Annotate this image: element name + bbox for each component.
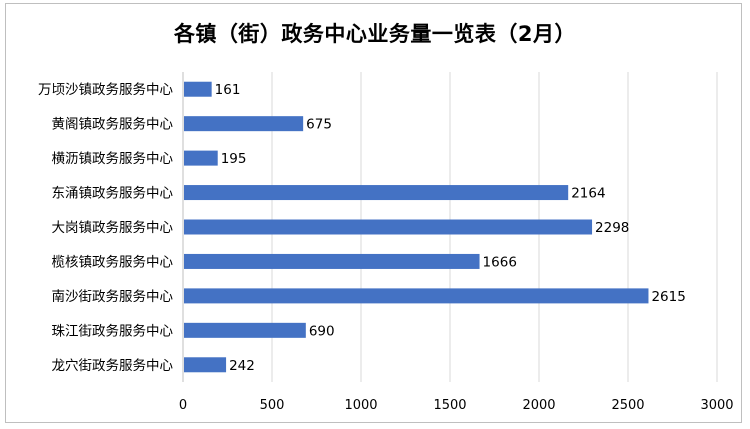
data-label: 2164 [571,186,605,202]
y-tick-label: 榄核镇政务服务中心 [52,253,174,270]
x-tick-label: 1500 [433,398,466,413]
x-tick-label: 3000 [700,398,733,413]
bar [184,322,306,338]
bar [184,253,480,269]
bar [184,150,218,166]
y-tick-label: 东涌镇政务服务中心 [52,186,174,202]
y-tick-label: 黄阁镇政务服务中心 [52,117,174,133]
data-label: 1666 [483,254,517,270]
data-label: 242 [229,358,255,374]
x-tick-label: 0 [179,398,187,413]
bar [184,185,569,201]
y-tick-label: 珠江街政务服务中心 [52,323,174,339]
chart-title: 各镇（街）政务中心业务量一览表（2月） [173,22,577,46]
x-tick-label: 2500 [611,398,644,413]
x-tick-label: 1000 [344,398,377,413]
x-tick-label: 500 [260,398,285,413]
data-label: 2298 [595,220,629,236]
y-tick-label: 龙穴街政务服务中心 [52,358,174,374]
chart-frame [5,3,742,423]
data-label: 675 [306,117,332,133]
y-tick-label: 横沥镇政务服务中心 [52,151,174,167]
y-tick-label: 万顷沙镇政务服务中心 [38,82,173,98]
data-label: 2615 [651,289,685,305]
data-label: 161 [215,82,241,98]
bar [184,219,593,235]
data-labels: 161 675 195 2164 2298 1666 2615 690 242 [215,82,686,374]
y-tick-label: 大岗镇政务服务中心 [52,220,174,236]
y-axis-labels: 万顷沙镇政务服务中心黄阁镇政务服务中心横沥镇政务服务中心东涌镇政务服务中心大岗镇… [38,82,173,374]
bar [184,288,649,304]
bar [184,81,212,97]
data-label: 195 [221,151,247,167]
bar [184,116,304,132]
x-tick-label: 2000 [522,398,555,413]
bar-series [184,81,649,373]
y-tick-label: 南沙街政务服务中心 [52,289,174,305]
bar [184,357,227,373]
x-axis-labels: 0 500 1000 1500 2000 2500 3000 [179,398,734,413]
data-label: 690 [309,323,335,339]
